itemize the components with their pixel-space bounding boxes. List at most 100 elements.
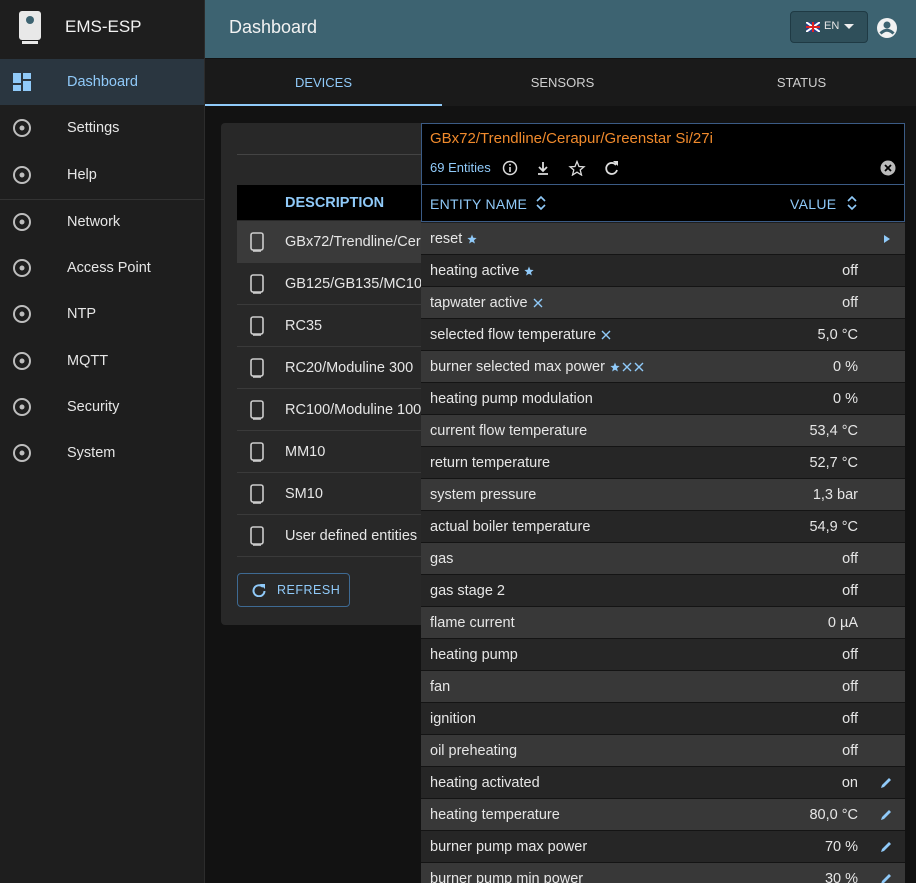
entity-flags <box>533 298 543 308</box>
nav-label: Settings <box>67 120 120 136</box>
entity-value: off <box>842 583 858 599</box>
entity-value: off <box>842 551 858 567</box>
nav-item[interactable]: NTP <box>0 291 204 337</box>
tab[interactable]: STATUS <box>776 75 827 90</box>
device-icon <box>250 274 264 294</box>
edit-button[interactable] <box>879 872 893 883</box>
entity-row[interactable]: tapwater active off <box>421 287 905 319</box>
entity-name: system pressure <box>430 487 537 503</box>
entity-row[interactable]: reset <box>421 223 905 255</box>
entity-row[interactable]: burner pump min power 30 % <box>421 863 905 883</box>
entity-name: tapwater active <box>430 295 528 311</box>
nav-icon <box>13 305 31 323</box>
device-icon <box>250 316 264 336</box>
device-name: RC100/Moduline 1000 <box>285 402 430 418</box>
device-row[interactable]: RC35 <box>237 305 437 347</box>
column-header[interactable]: VALUE <box>790 196 837 212</box>
entity-row[interactable]: gas stage 2 off <box>421 575 905 607</box>
device-name: GB125/GB135/MC10 <box>285 276 423 292</box>
panel-header: GBx72/Trendline/Cerapur/Greenstar Si/27i… <box>421 123 905 185</box>
device-name: RC20/Moduline 300 <box>285 360 414 376</box>
device-row[interactable]: GB125/GB135/MC10 <box>237 263 437 305</box>
logo <box>19 11 41 44</box>
nav-label: Access Point <box>67 260 151 276</box>
entity-row[interactable]: burner pump max power 70 % <box>421 831 905 863</box>
nav-item[interactable]: Security <box>0 384 204 430</box>
entity-value: 53,4 °C <box>809 423 858 439</box>
device-row[interactable]: User defined entities <box>237 515 437 557</box>
sort-icon <box>847 195 857 211</box>
account-button[interactable] <box>876 17 898 39</box>
entity-row[interactable]: heating activated on <box>421 767 905 799</box>
entity-row[interactable]: actual boiler temperature 54,9 °C <box>421 511 905 543</box>
nav-item[interactable]: Access Point <box>0 245 204 291</box>
nav-item[interactable]: Dashboard <box>0 59 204 105</box>
entity-row[interactable]: heating temperature 80,0 °C <box>421 799 905 831</box>
sort-icon <box>536 195 546 211</box>
entity-row[interactable]: gas off <box>421 543 905 575</box>
nav-icon <box>13 259 31 277</box>
column-header[interactable]: ENTITY NAME <box>430 196 528 212</box>
entity-name: heating active <box>430 263 520 279</box>
nav-label: NTP <box>67 306 96 322</box>
nav-label: MQTT <box>67 353 109 369</box>
nav-item[interactable]: MQTT <box>0 338 204 384</box>
nav-item[interactable]: Settings <box>0 105 204 151</box>
device-icon <box>250 232 264 252</box>
device-row[interactable]: RC20/Moduline 300 <box>237 347 437 389</box>
nav-icon <box>13 352 31 370</box>
app-name: EMS-ESP <box>65 17 142 36</box>
device-row[interactable]: GBx72/Trendline/Cera <box>237 221 437 263</box>
close-button[interactable] <box>880 160 896 176</box>
device-row[interactable]: RC100/Moduline 1000 <box>237 389 437 431</box>
entity-value: 70 % <box>824 839 858 855</box>
entity-row[interactable]: heating pump modulation 0 % <box>421 383 905 415</box>
device-name: SM10 <box>285 486 323 502</box>
entity-value: 80,0 °C <box>809 807 858 823</box>
device-row[interactable]: SM10 <box>237 473 437 515</box>
language-select[interactable]: EN <box>790 11 868 43</box>
divider <box>0 199 204 200</box>
entity-value: 52,7 °C <box>809 455 858 471</box>
nav-item[interactable]: System <box>0 430 204 476</box>
nav-label: Help <box>67 167 97 183</box>
entity-row[interactable]: ignition off <box>421 703 905 735</box>
panel-actions[interactable] <box>502 160 622 176</box>
edit-button[interactable] <box>879 840 893 854</box>
entity-row[interactable]: fan off <box>421 671 905 703</box>
entity-value: 0 % <box>833 391 858 407</box>
entity-row[interactable]: oil preheating off <box>421 735 905 767</box>
nav-icon <box>13 73 31 91</box>
entity-name: fan <box>430 679 451 695</box>
entity-row[interactable]: selected flow temperature 5,0 °C <box>421 319 905 351</box>
entity-row[interactable]: current flow temperature 53,4 °C <box>421 415 905 447</box>
entity-count: 69 Entities <box>430 160 491 175</box>
top-bar: Dashboard EN <box>205 0 916 58</box>
entity-value: 54,9 °C <box>809 519 858 535</box>
entity-value: off <box>842 743 858 759</box>
nav-item[interactable]: Network <box>0 199 204 245</box>
device-row[interactable]: MM10 <box>237 431 437 473</box>
edit-button[interactable] <box>879 776 893 790</box>
entity-value: off <box>842 647 858 663</box>
entity-row[interactable]: heating pump off <box>421 639 905 671</box>
entity-value: off <box>842 263 858 279</box>
device-name: MM10 <box>285 444 326 460</box>
entity-row[interactable]: return temperature 52,7 °C <box>421 447 905 479</box>
tab[interactable]: DEVICES <box>205 59 442 106</box>
entity-row[interactable]: flame current 0 µA <box>421 607 905 639</box>
refresh-label: REFRESH <box>277 583 341 597</box>
entity-row[interactable]: heating active off <box>421 255 905 287</box>
entity-row[interactable]: burner selected max power 0 % <box>421 351 905 383</box>
divider <box>237 154 437 155</box>
tabs: DEVICES SENSORS STATUS <box>205 59 916 106</box>
tab[interactable]: SENSORS <box>530 75 595 90</box>
entity-value: 0 µA <box>827 615 858 631</box>
refresh-button[interactable]: REFRESH <box>237 573 350 607</box>
edit-button[interactable] <box>879 808 893 822</box>
device-icon <box>250 358 264 378</box>
entity-row[interactable]: system pressure 1,3 bar <box>421 479 905 511</box>
nav-item[interactable]: Help <box>0 152 204 198</box>
entity-name: heating activated <box>430 775 540 791</box>
